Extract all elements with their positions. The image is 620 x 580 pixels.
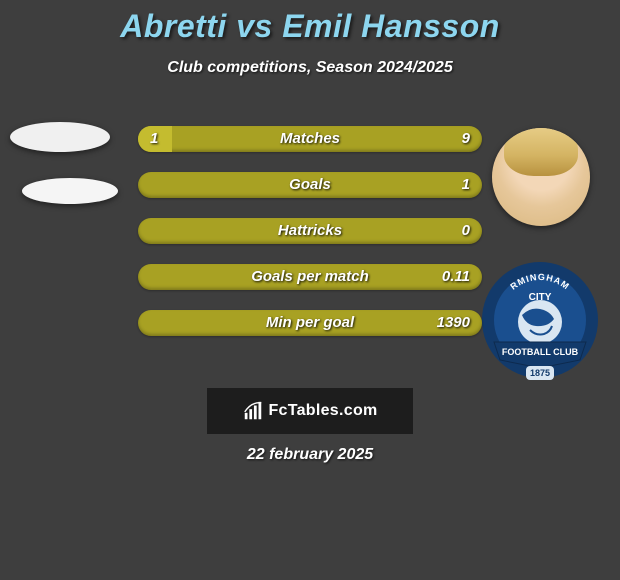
stat-label: Goals <box>138 172 482 198</box>
stat-right-value: 9 <box>462 126 470 152</box>
date-text: 22 february 2025 <box>0 446 620 464</box>
player-left-placeholder-2 <box>22 178 118 204</box>
stat-bars: 1Matches9Goals1Hattricks0Goals per match… <box>138 126 482 356</box>
stat-right-value: 0 <box>462 218 470 244</box>
player-left-placeholder-1 <box>10 122 110 152</box>
stat-bar: Goals1 <box>138 172 482 198</box>
stat-right-value: 1390 <box>437 310 470 336</box>
stat-bar: Hattricks0 <box>138 218 482 244</box>
stat-label: Hattricks <box>138 218 482 244</box>
stat-right-value: 1 <box>462 172 470 198</box>
stat-bar: 1Matches9 <box>138 126 482 152</box>
footer-text: FcTables.com <box>268 402 377 420</box>
badge-year: 1875 <box>530 368 550 378</box>
stat-label: Matches <box>138 126 482 152</box>
footer-badge: FcTables.com <box>207 388 413 434</box>
stat-label: Min per goal <box>138 310 482 336</box>
page-subtitle: Club competitions, Season 2024/2025 <box>0 59 620 77</box>
stat-label: Goals per match <box>138 264 482 290</box>
club-badge: RMINGHAM CITY FOOTBALL CLUB 1875 <box>480 260 600 392</box>
stat-bar: Goals per match0.11 <box>138 264 482 290</box>
player-right-avatar <box>492 128 590 226</box>
badge-banner-text: FOOTBALL CLUB <box>502 347 579 357</box>
page-title: Abretti vs Emil Hansson <box>0 0 620 45</box>
stat-bar: Min per goal1390 <box>138 310 482 336</box>
stat-right-value: 0.11 <box>442 264 470 290</box>
chart-icon <box>242 400 264 422</box>
